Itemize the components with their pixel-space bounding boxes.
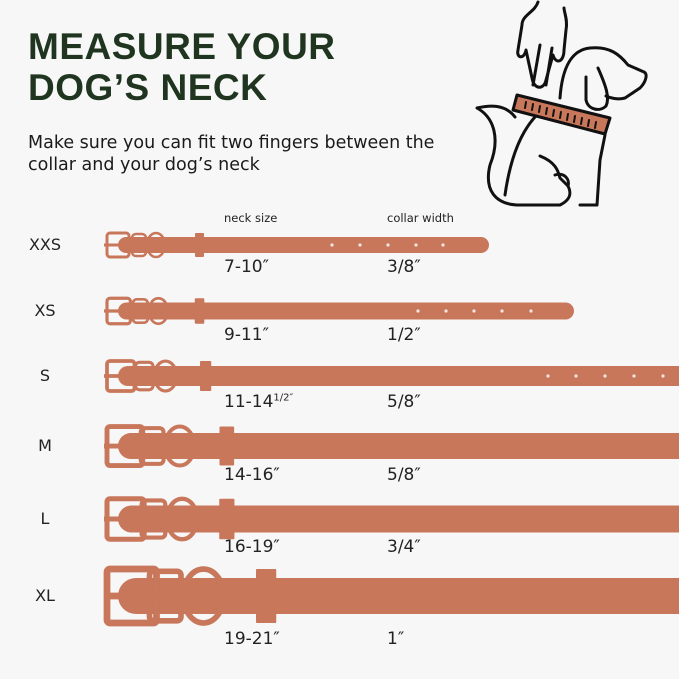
- neck-fraction: 1/2″: [273, 392, 294, 404]
- collar-strap: [118, 366, 679, 386]
- d-ring-icon: [147, 296, 170, 326]
- collar-width-value: 1/2″: [387, 325, 421, 345]
- collar-hole: [386, 243, 390, 247]
- hand-measuring-dog-neck-icon: [475, 0, 648, 207]
- collar-strap: [118, 433, 679, 459]
- collar-hole: [472, 309, 476, 313]
- neck-size-value: 9-11″: [224, 325, 269, 345]
- collar-strap: [118, 237, 489, 253]
- neck-size-value: 14-16″: [224, 465, 280, 485]
- collar-width-value: 5/8″: [387, 465, 421, 485]
- collar-keeper: [194, 298, 205, 324]
- neck-size-header: neck size: [224, 211, 278, 225]
- collar-width-header: collar width: [387, 211, 454, 225]
- collar-hole: [416, 309, 420, 313]
- collar-hole: [441, 243, 445, 247]
- collar-hole: [444, 309, 448, 313]
- collar-hole: [330, 243, 334, 247]
- neck-size-value: 7-10″: [224, 257, 269, 277]
- collar-keeper: [256, 569, 277, 623]
- collar-hole: [574, 374, 578, 378]
- size-label: XL: [35, 586, 55, 605]
- size-label: L: [40, 509, 50, 528]
- collar-strap: [118, 505, 679, 533]
- d-ring-icon: [145, 231, 167, 259]
- neck-range: 7-10″: [224, 257, 269, 277]
- collar-width-value: 1″: [387, 629, 405, 649]
- d-ring-icon: [180, 566, 227, 626]
- collar-keeper: [200, 361, 212, 391]
- collar-width-value: 5/8″: [387, 392, 421, 412]
- size-label: XXS: [28, 235, 62, 254]
- neck-size-value: 11-141/2″: [224, 392, 293, 412]
- page-title: MEASURE YOUR DOG’S NECK: [28, 26, 336, 108]
- subtitle: Make sure you can fit two fingers betwee…: [28, 133, 435, 175]
- collar-hole: [603, 374, 607, 378]
- size-label: M: [38, 436, 52, 455]
- size-label: S: [39, 366, 51, 385]
- collar-hole: [661, 374, 665, 378]
- collar-hole: [546, 374, 550, 378]
- neck-range: 9-11″: [224, 325, 269, 345]
- collar-hole: [358, 243, 362, 247]
- collar-width-value: 3/8″: [387, 257, 421, 277]
- collar-hole: [414, 243, 418, 247]
- neck-range: 16-19″: [224, 537, 280, 557]
- size-label: XS: [34, 301, 56, 320]
- collar-keeper: [219, 426, 235, 466]
- collar-keeper: [195, 233, 204, 257]
- neck-range: 11-14: [224, 392, 274, 412]
- collar-strap: [118, 302, 574, 320]
- collar-hole: [500, 309, 504, 313]
- collar-width-value: 3/4″: [387, 537, 421, 557]
- collar-hole: [529, 309, 533, 313]
- neck-size-value: 19-21″: [224, 629, 280, 649]
- d-ring-icon: [152, 359, 179, 393]
- collar-hole: [632, 374, 636, 378]
- collar-keeper: [219, 498, 235, 540]
- neck-range: 14-16″: [224, 465, 280, 485]
- neck-size-value: 16-19″: [224, 537, 280, 557]
- d-ring-icon: [163, 424, 197, 468]
- d-ring-icon: [164, 496, 200, 542]
- neck-range: 19-21″: [224, 629, 280, 649]
- collar-strap: [118, 578, 679, 614]
